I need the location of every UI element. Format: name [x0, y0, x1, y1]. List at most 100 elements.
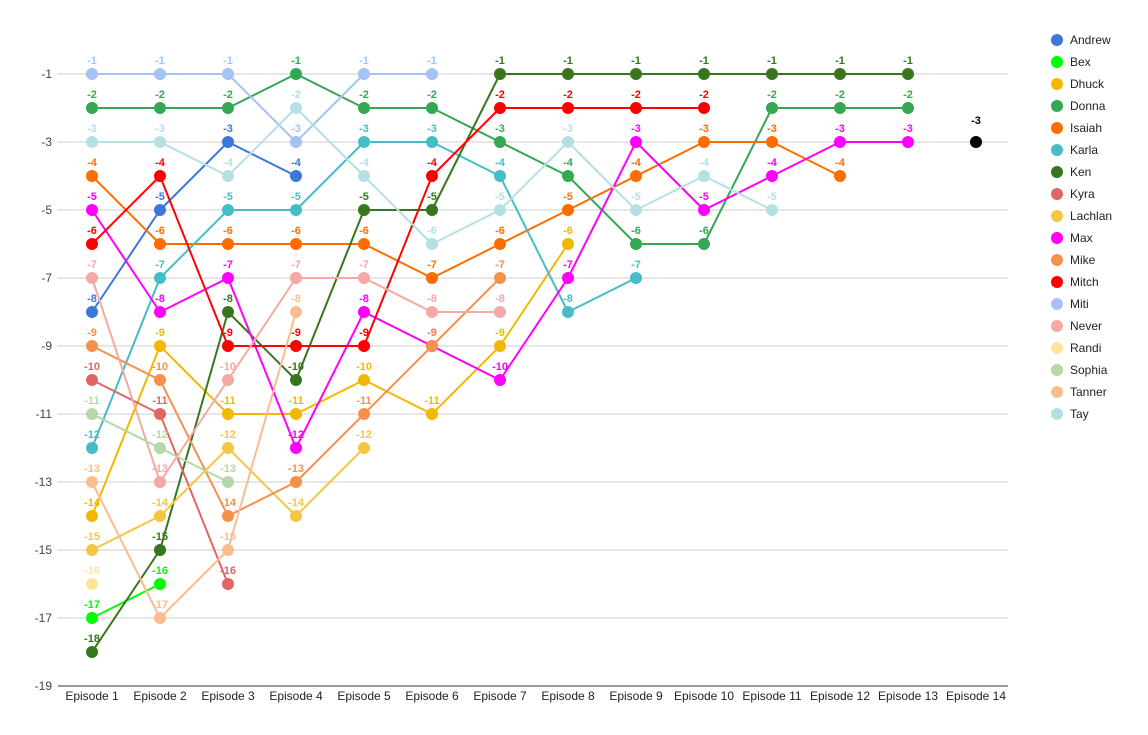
data-point-tay [222, 170, 234, 182]
final-marker-label: -3 [971, 115, 981, 127]
data-point-ken [698, 68, 710, 80]
data-label-mike: -13 [288, 463, 304, 475]
legend-marker-mitch [1051, 276, 1063, 288]
legend-marker-lachlan [1051, 210, 1063, 222]
data-point-never [222, 374, 234, 386]
data-label-mike: -14 [220, 497, 237, 509]
data-label-mike: -9 [427, 327, 437, 339]
data-point-miti [290, 136, 302, 148]
legend-label-ken: Ken [1070, 165, 1091, 179]
final-marker-point [970, 136, 982, 148]
x-tick-label: Episode 13 [878, 689, 938, 703]
data-point-max [358, 306, 370, 318]
legend-label-max: Max [1070, 231, 1093, 245]
data-label-donna: -6 [631, 225, 641, 237]
data-label-andrew: -8 [87, 293, 97, 305]
data-point-donna [86, 102, 98, 114]
data-point-bex [154, 578, 166, 590]
legend-label-miti: Miti [1070, 297, 1089, 311]
legend-marker-sophia [1051, 364, 1063, 376]
data-label-ken: -10 [288, 361, 304, 373]
data-label-mitch: -2 [495, 89, 505, 101]
series-line-isaiah [91, 141, 841, 279]
data-label-miti: -1 [223, 55, 233, 67]
data-label-max: -7 [563, 259, 573, 271]
data-point-lachlan [290, 510, 302, 522]
x-tick-label: Episode 12 [810, 689, 870, 703]
data-label-ken: -1 [495, 55, 505, 67]
data-point-donna [222, 102, 234, 114]
data-point-mitch [494, 102, 506, 114]
legend-marker-isaiah [1051, 122, 1063, 134]
data-label-max: -12 [288, 429, 304, 441]
legend-marker-miti [1051, 298, 1063, 310]
data-label-never: -7 [291, 259, 301, 271]
data-point-bex [86, 612, 98, 624]
data-label-sophia: -12 [152, 429, 168, 441]
data-point-max [766, 170, 778, 182]
data-label-tay: -6 [427, 225, 437, 237]
data-point-kyra [222, 578, 234, 590]
data-point-kyra [154, 408, 166, 420]
data-label-mitch: -2 [563, 89, 573, 101]
x-tick-label: Episode 2 [133, 689, 187, 703]
y-tick-label: -19 [35, 679, 53, 693]
data-label-randi: -16 [84, 565, 100, 577]
data-point-tay [698, 170, 710, 182]
data-point-kyra [86, 374, 98, 386]
data-label-mike: -7 [495, 259, 505, 271]
data-point-mike [290, 476, 302, 488]
data-label-karla: -3 [427, 123, 437, 135]
data-point-mike [426, 340, 438, 352]
data-label-dhuck: -11 [424, 395, 439, 407]
legend-label-isaiah: Isaiah [1070, 121, 1102, 135]
data-label-miti: -1 [427, 55, 437, 67]
data-point-mitch [698, 102, 710, 114]
data-labels: -8 -5 -3 -4 -17 -16 -14 -9 -11 -11 -10 -11 -9 -6 -2 -2 -… [84, 55, 981, 645]
data-point-andrew [222, 136, 234, 148]
data-point-isaiah [222, 238, 234, 250]
data-label-ken: -18 [84, 633, 100, 645]
data-label-isaiah: -6 [359, 225, 369, 237]
data-label-karla: -7 [155, 259, 165, 271]
legend-label-kyra: Kyra [1070, 187, 1095, 201]
data-point-tay [86, 136, 98, 148]
data-label-mitch: -4 [155, 157, 166, 169]
data-label-tay: -5 [495, 191, 505, 203]
x-tick-label: Episode 4 [269, 689, 323, 703]
data-label-never: -7 [87, 259, 97, 271]
data-point-mitch [562, 102, 574, 114]
data-point-isaiah [426, 272, 438, 284]
data-label-mike: -10 [152, 361, 168, 373]
data-point-never [290, 272, 302, 284]
data-point-max [86, 204, 98, 216]
data-point-donna [290, 68, 302, 80]
data-label-mitch: -9 [359, 327, 369, 339]
data-label-donna: -2 [155, 89, 165, 101]
data-point-tay [630, 204, 642, 216]
data-label-tay: -3 [563, 123, 573, 135]
x-tick-label: Episode 6 [405, 689, 459, 703]
legend-marker-max [1051, 232, 1063, 244]
series-line-mitch [91, 107, 704, 347]
data-point-never [494, 306, 506, 318]
data-point-max [222, 272, 234, 284]
data-point-donna [426, 102, 438, 114]
legend-marker-karla [1051, 144, 1063, 156]
data-point-tanner [154, 612, 166, 624]
data-label-karla: -3 [359, 123, 369, 135]
legend-label-tay: Tay [1070, 407, 1089, 421]
data-label-max: -5 [699, 191, 709, 203]
data-point-mitch [290, 340, 302, 352]
data-label-isaiah: -3 [699, 123, 709, 135]
data-label-max: -3 [835, 123, 845, 135]
data-point-ken [154, 544, 166, 556]
data-label-max: -4 [767, 157, 778, 169]
data-point-isaiah [562, 204, 574, 216]
data-label-mike: -9 [87, 327, 97, 339]
data-label-tanner: -13 [84, 463, 100, 475]
data-point-mitch [154, 170, 166, 182]
data-point-never [154, 476, 166, 488]
y-axis-tick-labels: -1 -3 -5 -7 -9 -11 -13 -15 -17 -19 [35, 67, 53, 693]
